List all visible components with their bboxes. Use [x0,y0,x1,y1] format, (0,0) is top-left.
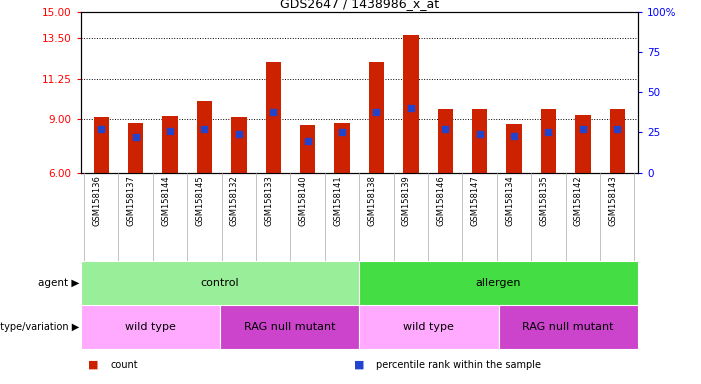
Text: GSM158142: GSM158142 [574,175,583,226]
Text: GSM158135: GSM158135 [540,175,548,226]
Title: GDS2647 / 1438986_x_at: GDS2647 / 1438986_x_at [280,0,439,10]
Text: GSM158139: GSM158139 [402,175,411,226]
Text: GSM158133: GSM158133 [264,175,273,226]
Text: GSM158146: GSM158146 [436,175,445,226]
Text: ■: ■ [88,360,98,370]
Bar [369,62,384,173]
Text: GSM158143: GSM158143 [608,175,618,226]
Text: wild type: wild type [125,322,176,333]
Text: allergen: allergen [476,278,522,288]
Bar [359,305,498,349]
Text: control: control [200,278,239,288]
Text: ■: ■ [354,360,365,370]
Bar [334,122,350,173]
Text: GSM158132: GSM158132 [230,175,239,226]
Text: genotype/variation ▶: genotype/variation ▶ [0,322,79,333]
Text: percentile rank within the sample: percentile rank within the sample [376,360,541,370]
Text: count: count [110,360,137,370]
Bar [231,117,247,173]
Text: agent ▶: agent ▶ [38,278,79,288]
Bar [506,124,522,173]
Bar [498,305,638,349]
Bar [610,109,625,173]
Bar [437,109,453,173]
Text: GSM158137: GSM158137 [127,175,136,226]
Text: GSM158134: GSM158134 [505,175,514,226]
Text: GSM158144: GSM158144 [161,175,170,226]
Bar [128,122,144,173]
Bar [359,261,638,305]
Bar [220,305,359,349]
Text: GSM158141: GSM158141 [333,175,342,226]
Bar [266,62,281,173]
Text: RAG null mutant: RAG null mutant [522,322,614,333]
Text: wild type: wild type [404,322,454,333]
Bar [93,117,109,173]
Text: GSM158138: GSM158138 [367,175,376,226]
Text: RAG null mutant: RAG null mutant [244,322,335,333]
Bar [540,109,556,173]
Text: GSM158147: GSM158147 [470,175,479,226]
Bar [300,125,315,173]
Text: GSM158145: GSM158145 [196,175,205,226]
Bar [197,101,212,173]
Bar [403,35,418,173]
Bar [472,109,487,173]
Text: GSM158136: GSM158136 [93,175,101,226]
Bar [81,261,359,305]
Bar [163,116,178,173]
Bar [575,116,591,173]
Text: GSM158140: GSM158140 [299,175,308,226]
Bar [81,305,220,349]
